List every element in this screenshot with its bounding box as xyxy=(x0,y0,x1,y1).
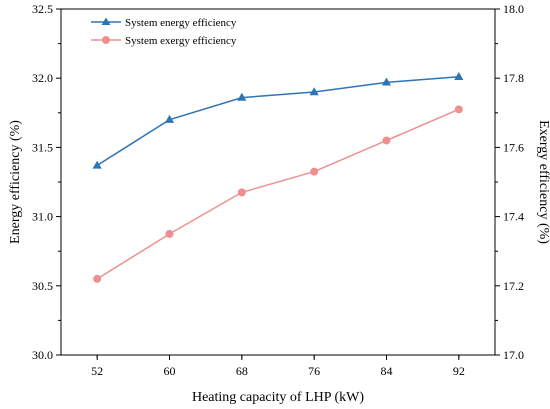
data-point-energy xyxy=(454,72,464,81)
x-tick-label: 76 xyxy=(308,364,320,378)
y-left-tick-label: 32.5 xyxy=(32,2,53,16)
legend-energy-label: System energy efficiency xyxy=(125,17,237,29)
y-right-tick-label: 17.6 xyxy=(503,140,524,154)
y-right-tick-label: 18.0 xyxy=(503,2,524,16)
data-point-energy xyxy=(92,160,102,169)
data-point-energy xyxy=(381,77,392,86)
series-line-energy xyxy=(96,76,459,167)
series-layer xyxy=(92,72,464,283)
data-point-exergy xyxy=(93,274,102,283)
data-point-energy xyxy=(164,114,175,123)
x-tick-label: 92 xyxy=(453,364,465,378)
data-point-exergy xyxy=(454,105,463,114)
data-point-exergy xyxy=(382,136,391,145)
y-axis-left-title: Energy efficiency (%) xyxy=(8,120,23,244)
legend: System energy efficiency System exergy e… xyxy=(91,17,237,47)
x-tick-label: 60 xyxy=(164,364,176,378)
data-point-exergy xyxy=(310,167,319,176)
y-right-tick-label: 17.0 xyxy=(503,348,524,362)
y-right-tick-label: 17.4 xyxy=(503,210,524,224)
y-right-tick-label: 17.2 xyxy=(503,279,524,293)
data-point-exergy xyxy=(237,188,246,197)
data-point-energy xyxy=(237,92,247,101)
y-axis-right-title: Exergy efficiency (%) xyxy=(536,120,550,244)
y-left-tick-label: 31.5 xyxy=(32,140,53,154)
x-axis-title: Heating capacity of LHP (kW) xyxy=(192,390,364,405)
y-left-tick-label: 30.5 xyxy=(32,279,53,293)
data-point-exergy xyxy=(165,229,174,238)
legend-exergy-label: System exergy efficiency xyxy=(125,35,237,47)
x-tick-label: 68 xyxy=(236,364,248,378)
series-line-exergy xyxy=(96,108,460,280)
y-right-tick-label: 17.8 xyxy=(503,71,524,85)
ticks-layer: 52 60 68 76 84 92 30.0 30.5 31.0 31.5 32.0 32.5 17.0… xyxy=(32,2,524,378)
y-left-tick-label: 30.0 xyxy=(32,348,53,362)
legend-exergy-marker xyxy=(102,36,110,44)
x-tick-label: 84 xyxy=(381,364,393,378)
x-tick-label: 52 xyxy=(91,364,103,378)
y-left-tick-label: 31.0 xyxy=(32,210,53,224)
y-left-tick-label: 32.0 xyxy=(32,71,53,85)
data-point-energy xyxy=(309,87,319,96)
legend-energy-marker xyxy=(101,17,111,25)
